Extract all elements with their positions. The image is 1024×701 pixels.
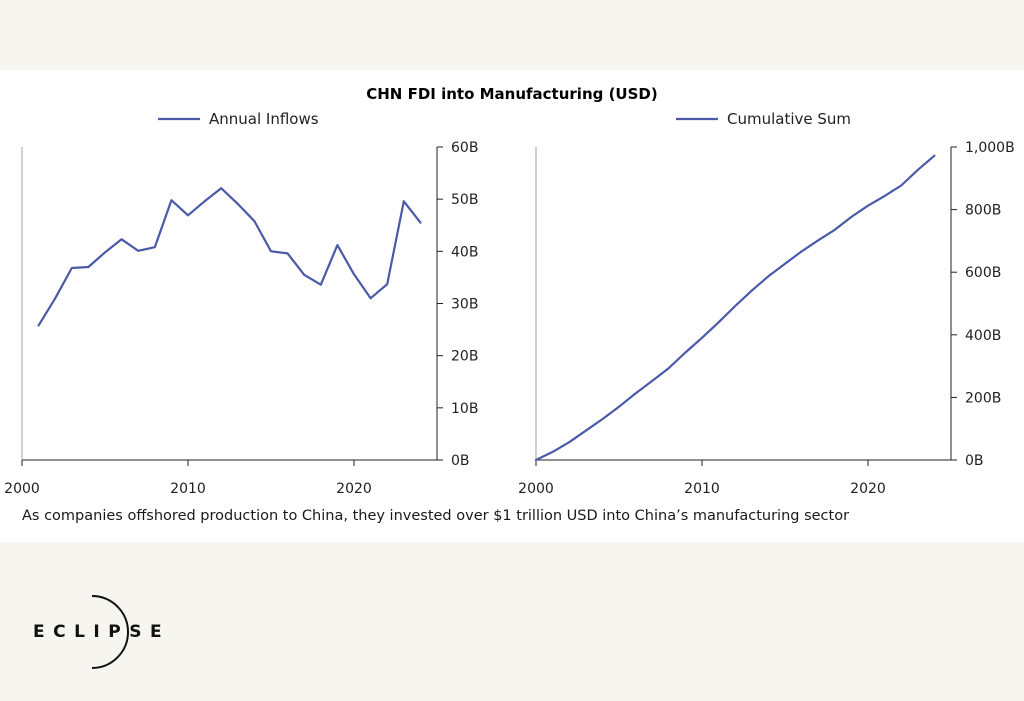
annual-inflows-chart: 0B 10B 20B 30B 40B 50B 60B 2000 2010 2020 Annual I… xyxy=(4,110,478,497)
annual-x-tick-label: 2020 xyxy=(336,481,372,497)
annual-legend-label: Annual Inflows xyxy=(209,110,319,128)
cumulative-x-tick-label: 2020 xyxy=(850,481,886,497)
logo-arc-icon xyxy=(91,595,129,669)
annual-y-tick-label: 10B xyxy=(451,401,478,417)
cumulative-legend-label: Cumulative Sum xyxy=(727,110,851,128)
cumulative-x-tick-label: 2010 xyxy=(684,481,720,497)
annual-series-line xyxy=(37,187,422,327)
annual-y-tick-label: 40B xyxy=(451,244,478,260)
cumulative-y-tick-label: 1,000B xyxy=(965,140,1015,156)
cumulative-y-tick-label: 0B xyxy=(965,453,984,469)
logo-text: ECLIPSE xyxy=(33,622,170,642)
cumulative-y-tick-label: 800B xyxy=(965,203,1001,219)
annual-y-tick-label: 60B xyxy=(451,140,478,156)
annual-y-tick-label: 30B xyxy=(451,297,478,313)
annual-y-tick-label: 20B xyxy=(451,349,478,365)
cumulative-series-line xyxy=(534,154,936,462)
cumulative-x-tick-label: 2000 xyxy=(518,481,554,497)
annual-x-tick-label: 2000 xyxy=(4,481,40,497)
annual-x-tick-label: 2010 xyxy=(170,481,206,497)
chart-title: CHN FDI into Manufacturing (USD) xyxy=(366,85,657,103)
cumulative-sum-chart: 0B 200B 400B 600B 800B 1,000B 2000 2010 2020 Cumu… xyxy=(518,110,1015,497)
chart-caption: As companies offshored production to Chi… xyxy=(22,508,850,524)
cumulative-y-tick-label: 600B xyxy=(965,265,1001,281)
cumulative-y-tick-label: 200B xyxy=(965,390,1001,406)
annual-y-tick-label: 50B xyxy=(451,192,478,208)
chart-panel xyxy=(0,70,1024,542)
eclipse-logo: ECLIPSE xyxy=(33,595,170,669)
cumulative-y-tick-label: 400B xyxy=(965,328,1001,344)
annual-y-tick-label: 0B xyxy=(451,453,470,469)
